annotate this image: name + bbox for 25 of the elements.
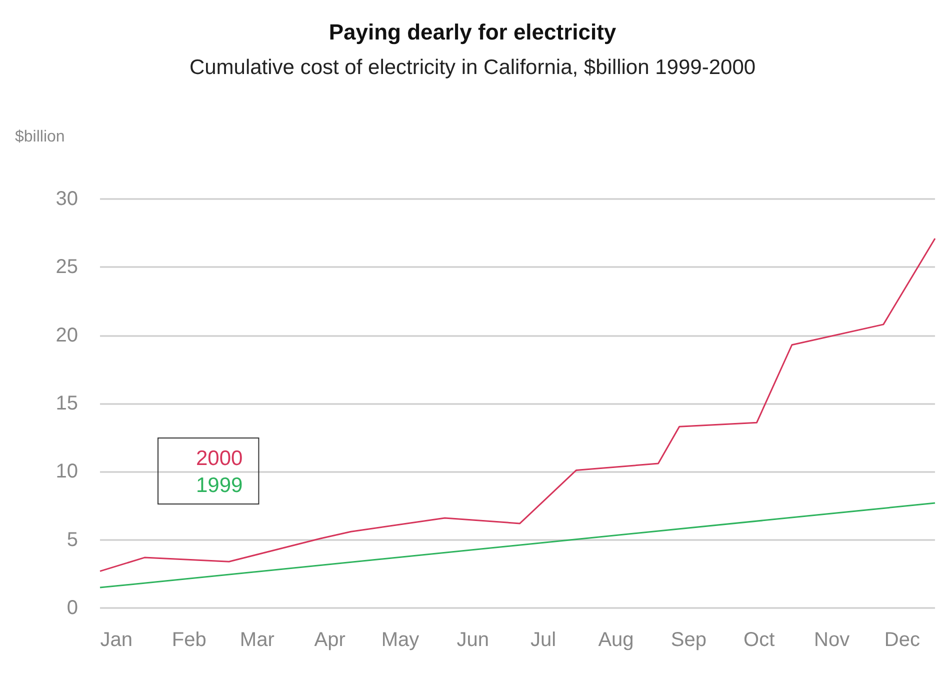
x-tick-label: Jun [456,629,490,651]
x-tick-label: Nov [814,629,850,651]
x-tick-label: Mar [240,629,275,651]
text: 1999 [196,474,243,497]
y-tick-label: 25 [56,256,78,278]
x-tick-label: Apr [314,629,346,651]
y-tick-label: 5 [66,528,78,551]
y-tick-label: 10 [56,460,78,483]
x-tick-label: Sep [670,629,707,651]
x-tick-label: May [381,629,420,651]
y-tick-label: 30 [56,188,78,210]
x-tick-label: Jan [100,629,133,651]
line-series [99,238,936,572]
y-tick-label: 0 [66,597,78,619]
y-tick-label: 20 [56,324,78,346]
x-tick-label: Feb [172,629,206,651]
x-tick-label: Jul [530,629,556,651]
x-tick-label: Aug [598,629,634,651]
chart-subtitle: Cumulative cost of electricity in California, $billion 1999-2000 [189,56,756,79]
x-tick-label: Oct [744,629,776,651]
y-tick-label: 15 [56,392,78,414]
chart-title: Paying dearly for electricity [328,20,617,44]
x-tick-label: Dec [884,629,920,651]
y-axis-title: $billion [15,128,65,146]
text: 2000 [196,447,243,470]
